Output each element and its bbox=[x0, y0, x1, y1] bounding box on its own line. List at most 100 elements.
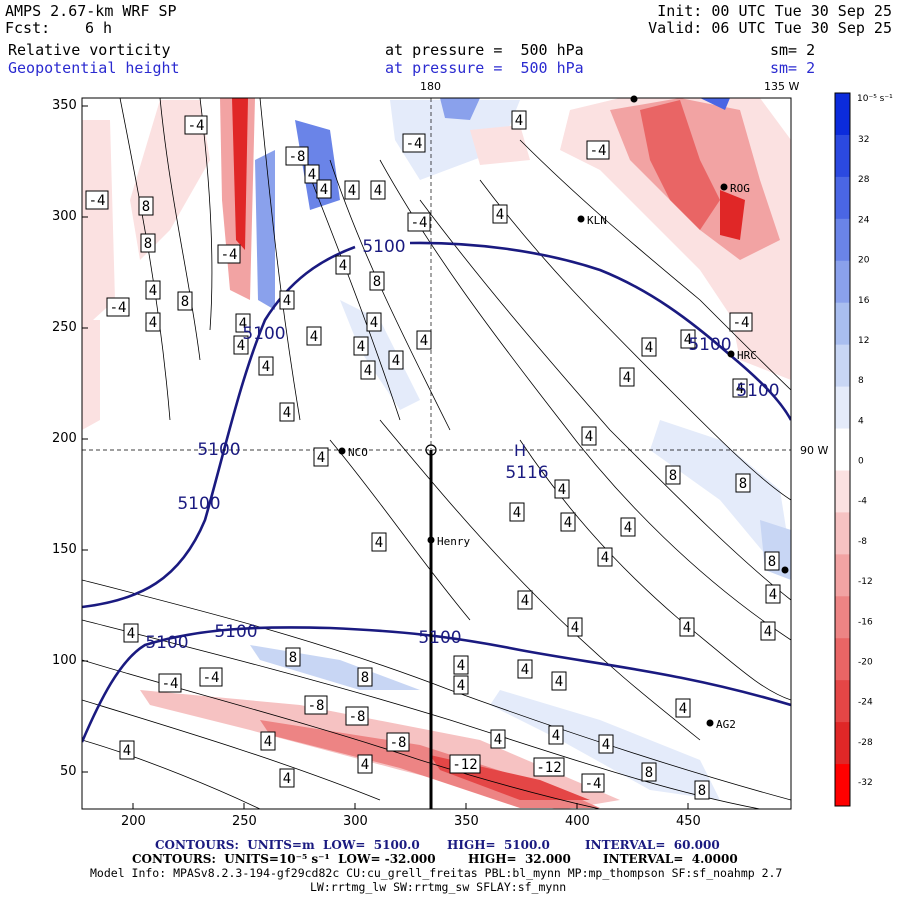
footer-height-c: INTERVAL= 60.000 bbox=[585, 838, 720, 852]
valid-time: Valid: 06 UTC Tue 30 Sep 25 bbox=[648, 19, 892, 37]
colorbar-label: 28 bbox=[858, 175, 870, 185]
vorticity-label: 4 bbox=[320, 182, 328, 198]
vorticity-label: 4 bbox=[308, 167, 316, 183]
footer-vort-b: HIGH= 32.000 bbox=[468, 852, 571, 866]
vorticity-label: 4 bbox=[237, 338, 245, 354]
colorbar-label: -20 bbox=[858, 657, 873, 667]
vorticity-label: -8 bbox=[390, 735, 407, 751]
footer-height-b: HIGH= 5100.0 bbox=[447, 838, 550, 852]
vorticity-label: 4 bbox=[736, 381, 744, 397]
height-label: 5100 bbox=[197, 440, 240, 460]
colorbar-label: 32 bbox=[858, 135, 869, 145]
vorticity-label: 4 bbox=[364, 363, 372, 379]
field1-level: at pressure = 500 hPa bbox=[385, 41, 584, 59]
y-tick: 350 bbox=[52, 98, 77, 113]
vorticity-label: 4 bbox=[623, 370, 631, 386]
y-tick: 100 bbox=[52, 653, 77, 668]
station-label: NCO bbox=[348, 446, 368, 459]
vorticity-label: 8 bbox=[645, 765, 653, 781]
height-contours bbox=[82, 241, 791, 743]
vorticity-label: 4 bbox=[571, 620, 579, 636]
station-dot bbox=[338, 447, 346, 455]
vorticity-label: 4 bbox=[317, 450, 325, 466]
vorticity-label: 4 bbox=[357, 339, 365, 355]
vorticity-label: 8 bbox=[669, 468, 677, 484]
colorbar-segment bbox=[835, 386, 850, 430]
y-tick: 150 bbox=[52, 542, 77, 557]
vorticity-label: -8 bbox=[308, 698, 325, 714]
vorticity-label: -4 bbox=[411, 215, 428, 231]
vorticity-label: 8 bbox=[144, 236, 152, 252]
station-label: Henry bbox=[437, 535, 470, 548]
height-contour-labels: 5100 5100 5100 5100 5100 5100 5100 5100 5100 5116… bbox=[145, 237, 779, 653]
pole-marker bbox=[425, 444, 437, 456]
vorticity-label: 4 bbox=[684, 332, 692, 348]
y-tick: 250 bbox=[52, 320, 77, 335]
vorticity-label: 4 bbox=[679, 701, 687, 717]
colorbar-segment bbox=[835, 176, 850, 220]
vorticity-label: -4 bbox=[733, 315, 750, 331]
vorticity-label: -12 bbox=[536, 760, 561, 776]
vorticity-label: 4 bbox=[558, 482, 566, 498]
vorticity-label: 4 bbox=[496, 207, 504, 223]
vorticity-label: 4 bbox=[521, 593, 529, 609]
station-dot bbox=[781, 566, 789, 574]
height-label: 5100 bbox=[242, 324, 285, 344]
x-tick: 450 bbox=[676, 814, 701, 829]
colorbar-label: -16 bbox=[858, 617, 873, 627]
vorticity-label: 4 bbox=[513, 505, 521, 521]
colorbar-segment bbox=[835, 218, 850, 262]
vorticity-label: 4 bbox=[552, 728, 560, 744]
vorticity-label: 8 bbox=[142, 199, 150, 215]
station-dot bbox=[720, 183, 728, 191]
x-tick: 250 bbox=[232, 814, 257, 829]
vorticity-label: 8 bbox=[698, 783, 706, 799]
footer-radiation: LW:rrtmg_lw SW:rrtmg_sw SFLAY:sf_mynn bbox=[310, 880, 567, 894]
colorbar-label: -12 bbox=[858, 577, 873, 587]
vorticity-label: 8 bbox=[739, 476, 747, 492]
field1-name: Relative vorticity bbox=[8, 41, 171, 59]
lon-90w-label: 90 W bbox=[800, 444, 829, 457]
vorticity-label: 4 bbox=[764, 624, 772, 640]
vorticity-label: 4 bbox=[149, 315, 157, 331]
vorticity-label: -4 bbox=[203, 670, 220, 686]
vorticity-label: -8 bbox=[289, 149, 306, 165]
colorbar-label: 8 bbox=[858, 376, 864, 386]
colorbar-segment bbox=[835, 638, 850, 681]
vorticity-label: -12 bbox=[452, 757, 477, 773]
colorbar-segment bbox=[835, 512, 850, 555]
vorticity-label: 4 bbox=[361, 757, 369, 773]
field2-name: Geopotential height bbox=[8, 59, 180, 77]
vorticity-label: -8 bbox=[349, 709, 366, 725]
vorticity-label: 4 bbox=[683, 620, 691, 636]
colorbar-unit: 10⁻⁵ s⁻¹ bbox=[857, 94, 893, 104]
height-label: 5100 bbox=[214, 622, 257, 642]
vorticity-label: 4 bbox=[602, 737, 610, 753]
colorbar-label: 20 bbox=[858, 256, 870, 266]
init-time: Init: 00 UTC Tue 30 Sep 25 bbox=[657, 2, 892, 20]
vorticity-label: -4 bbox=[89, 193, 106, 209]
vorticity-label: 4 bbox=[515, 113, 523, 129]
footer-model-info: Model Info: MPASv8.2.3-194-gf29cd82c CU:… bbox=[90, 866, 783, 880]
colorbar-label: -32 bbox=[858, 778, 873, 788]
height-label: 5100 bbox=[688, 335, 731, 355]
vorticity-label: 8 bbox=[181, 294, 189, 310]
station-label: KLN bbox=[587, 214, 607, 227]
vorticity-label: 4 bbox=[624, 520, 632, 536]
vorticity-label: 4 bbox=[420, 333, 428, 349]
colorbar-segment bbox=[835, 680, 850, 723]
vorticity-label: 4 bbox=[283, 293, 291, 309]
colorbar-segment bbox=[835, 554, 850, 597]
colorbar-label: 0 bbox=[858, 457, 864, 467]
vorticity-label: 4 bbox=[348, 183, 356, 199]
colorbar-segment bbox=[835, 596, 850, 639]
vorticity-label: 4 bbox=[262, 359, 270, 375]
vorticity-label: 4 bbox=[392, 353, 400, 369]
vorticity-label: 8 bbox=[289, 650, 297, 666]
lon-135w-label: 135 W bbox=[764, 80, 800, 93]
vorticity-label: -4 bbox=[110, 300, 127, 316]
x-tick: 300 bbox=[343, 814, 368, 829]
high-marker: H bbox=[514, 441, 526, 460]
height-label: 5100 bbox=[177, 494, 220, 514]
x-tick: 350 bbox=[454, 814, 479, 829]
